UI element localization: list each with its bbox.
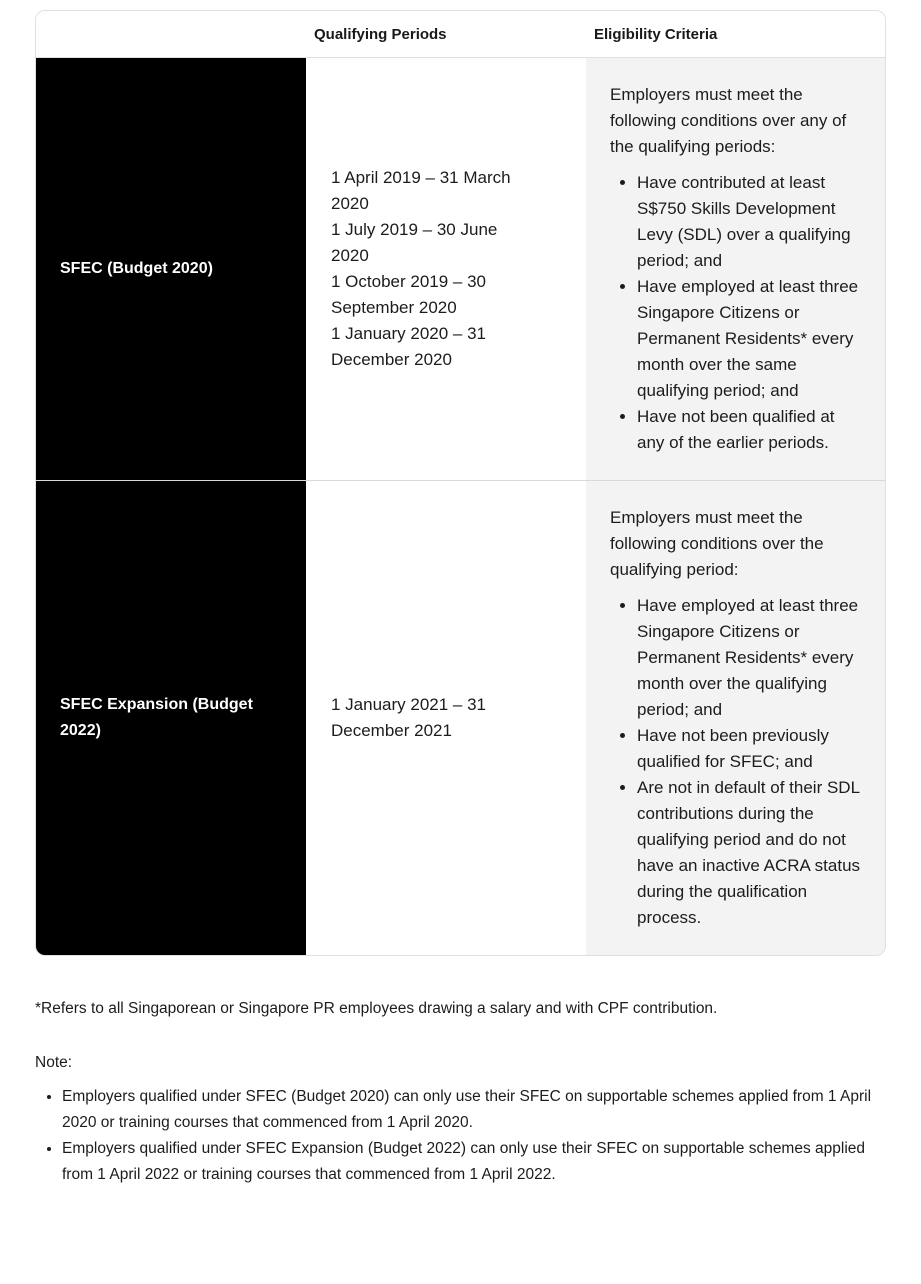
criteria-intro: Employers must meet the following condit… (610, 508, 824, 579)
qualifying-period: 1 January 2021 – 31 December 2021 (331, 695, 487, 740)
scheme-cell-sfec-budget-2020: SFEC (Budget 2020) (36, 58, 306, 480)
criteria-item: Have contributed at least S$750 Skills D… (637, 170, 861, 274)
criteria-cell-sfec-expansion-budget-2022: Employers must meet the following condit… (586, 480, 885, 955)
criteria-item: Have employed at least three Singapore C… (637, 274, 861, 404)
qualifying-period: 1 October 2019 – 30 September 2020 (331, 272, 487, 317)
criteria-intro: Employers must meet the following condit… (610, 85, 847, 156)
scheme-cell-sfec-expansion-budget-2022: SFEC Expansion (Budget 2022) (36, 480, 306, 955)
periods-cell-sfec-budget-2020: 1 April 2019 – 31 March 2020 1 July 2019… (306, 58, 586, 480)
qualifying-period: 1 April 2019 – 31 March 2020 (331, 168, 511, 213)
footnote-pr-definition: *Refers to all Singaporean or Singapore … (35, 1000, 718, 1017)
note-label: Note: (35, 1054, 73, 1071)
qualifying-period: 1 January 2020 – 31 December 2020 (331, 324, 487, 369)
scheme-label: SFEC (Budget 2020) (60, 260, 213, 277)
header-eligibility-criteria: Eligibility Criteria (586, 11, 885, 58)
periods-cell-sfec-expansion-budget-2022: 1 January 2021 – 31 December 2021 (306, 480, 586, 955)
criteria-item: Are not in default of their SDL contribu… (637, 775, 861, 931)
criteria-item: Have employed at least three Singapore C… (637, 593, 861, 723)
criteria-cell-sfec-budget-2020: Employers must meet the following condit… (586, 58, 885, 480)
note-item: Employers qualified under SFEC Expansion… (62, 1136, 886, 1188)
criteria-list: Have employed at least three Singapore C… (610, 593, 861, 931)
note-list: Employers qualified under SFEC (Budget 2… (35, 1084, 886, 1188)
note-item: Employers qualified under SFEC (Budget 2… (62, 1084, 886, 1136)
qualifying-period: 1 July 2019 – 30 June 2020 (331, 220, 498, 265)
criteria-item: Have not been previously qualified for S… (637, 723, 861, 775)
criteria-item: Have not been qualified at any of the ea… (637, 404, 861, 456)
criteria-list: Have contributed at least S$750 Skills D… (610, 170, 861, 456)
header-qualifying-periods: Qualifying Periods (306, 11, 586, 58)
sfec-qualification-table: Qualifying Periods Eligibility Criteria … (35, 10, 886, 956)
header-blank (36, 11, 306, 58)
table-grid: Qualifying Periods Eligibility Criteria … (36, 11, 885, 955)
scheme-label: SFEC Expansion (Budget 2022) (60, 696, 253, 739)
